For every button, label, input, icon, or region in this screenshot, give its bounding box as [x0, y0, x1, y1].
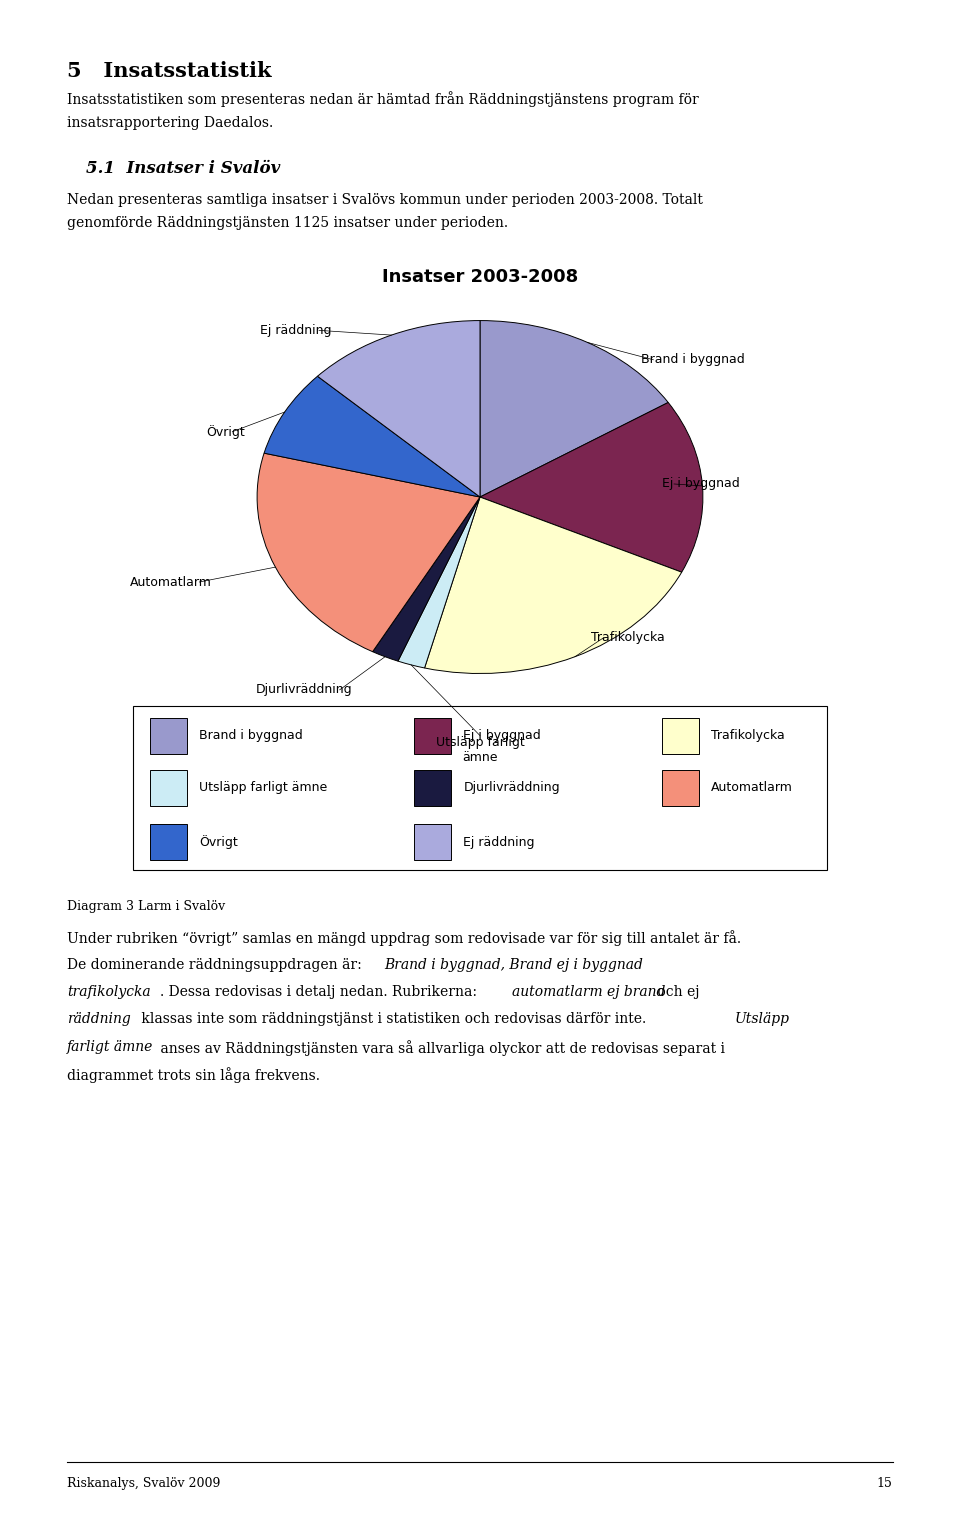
Text: Automatlarm: Automatlarm — [130, 576, 211, 588]
Text: Brand i byggnad, Brand ej i byggnad: Brand i byggnad, Brand ej i byggnad — [384, 958, 643, 971]
Wedge shape — [264, 377, 480, 497]
Bar — [414, 717, 451, 754]
Text: Diagram 3 Larm i Svalöv: Diagram 3 Larm i Svalöv — [67, 900, 226, 914]
Wedge shape — [372, 497, 480, 661]
Text: Övrigt: Övrigt — [200, 834, 238, 850]
Wedge shape — [257, 453, 480, 652]
Wedge shape — [318, 321, 480, 497]
Bar — [133, 707, 827, 869]
Text: Ej räddning: Ej räddning — [464, 836, 535, 848]
Text: Utsläpp farligt
ämne: Utsläpp farligt ämne — [436, 736, 524, 763]
Text: Djurlivräddning: Djurlivräddning — [255, 684, 352, 696]
Text: genomförde Räddningstjänsten 1125 insatser under perioden.: genomförde Räddningstjänsten 1125 insats… — [67, 216, 509, 230]
Bar — [661, 717, 699, 754]
Text: klassas inte som räddningstjänst i statistiken och redovisas därför inte.: klassas inte som räddningstjänst i stati… — [137, 1012, 651, 1026]
Text: Brand i byggnad: Brand i byggnad — [200, 730, 303, 742]
Wedge shape — [480, 321, 668, 497]
Text: Automatlarm: Automatlarm — [711, 781, 793, 795]
Text: Brand i byggnad: Brand i byggnad — [641, 353, 745, 366]
Text: Insatsstatistiken som presenteras nedan är hämtad från Räddningstjänstens progra: Insatsstatistiken som presenteras nedan … — [67, 91, 699, 106]
Bar — [414, 824, 451, 860]
Text: Riskanalys, Svalöv 2009: Riskanalys, Svalöv 2009 — [67, 1477, 221, 1491]
Bar — [661, 771, 699, 806]
Text: Insatser 2003-2008: Insatser 2003-2008 — [382, 269, 578, 286]
Text: Djurlivräddning: Djurlivräddning — [464, 781, 560, 795]
Text: Ej räddning: Ej räddning — [260, 324, 331, 337]
Text: . Dessa redovisas i detalj nedan. Rubrikerna:: . Dessa redovisas i detalj nedan. Rubrik… — [160, 985, 482, 999]
Text: 5   Insatsstatistik: 5 Insatsstatistik — [67, 61, 272, 81]
Text: insatsrapportering Daedalos.: insatsrapportering Daedalos. — [67, 116, 274, 129]
Text: farligt ämne: farligt ämne — [67, 1040, 154, 1053]
Text: Nedan presenteras samtliga insatser i Svalövs kommun under perioden 2003-2008. T: Nedan presenteras samtliga insatser i Sv… — [67, 193, 703, 207]
Text: Utsläpp: Utsläpp — [734, 1012, 789, 1026]
Text: De dominerande räddningsuppdragen är:: De dominerande räddningsuppdragen är: — [67, 958, 367, 971]
Text: 5.1  Insatser i Svalöv: 5.1 Insatser i Svalöv — [86, 160, 280, 176]
Text: Utsläpp farligt ämne: Utsläpp farligt ämne — [200, 781, 327, 795]
Wedge shape — [424, 497, 682, 673]
Text: 15: 15 — [876, 1477, 893, 1491]
Text: Under rubriken “övrigt” samlas en mängd uppdrag som redovisade var för sig till : Under rubriken “övrigt” samlas en mängd … — [67, 930, 741, 945]
Wedge shape — [398, 497, 480, 667]
Text: automatlarm ej brand: automatlarm ej brand — [512, 985, 665, 999]
Text: och ej: och ej — [653, 985, 699, 999]
Text: Övrigt: Övrigt — [206, 424, 245, 439]
Text: trafikolycka: trafikolycka — [67, 985, 151, 999]
Bar — [414, 771, 451, 806]
Bar — [150, 771, 187, 806]
Text: räddning: räddning — [67, 1012, 131, 1026]
Text: Ej i byggnad: Ej i byggnad — [464, 730, 541, 742]
Text: Trafikolycka: Trafikolycka — [591, 631, 665, 644]
Bar — [150, 824, 187, 860]
Bar — [150, 717, 187, 754]
Text: diagrammet trots sin låga frekvens.: diagrammet trots sin låga frekvens. — [67, 1067, 321, 1082]
Text: anses av Räddningstjänsten vara så allvarliga olyckor att de redovisas separat i: anses av Räddningstjänsten vara så allva… — [156, 1040, 726, 1055]
Text: Trafikolycka: Trafikolycka — [711, 730, 785, 742]
Text: Ej i byggnad: Ej i byggnad — [661, 477, 739, 491]
Wedge shape — [480, 403, 703, 572]
